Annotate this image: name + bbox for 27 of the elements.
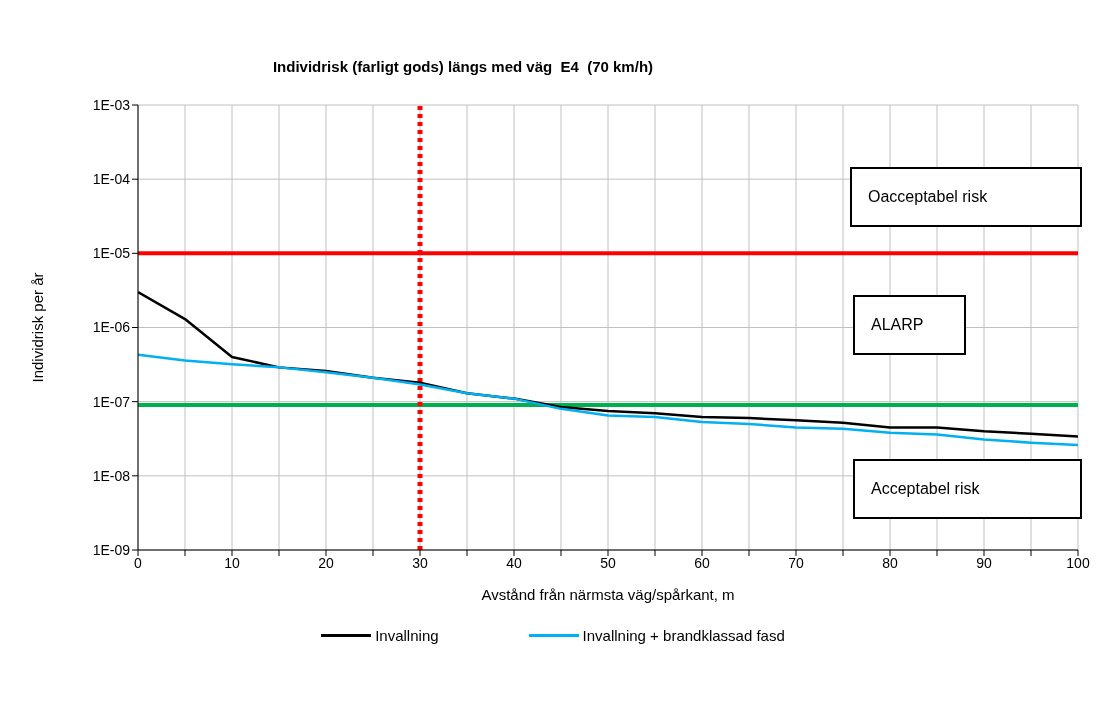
- x-tick-label: 0: [134, 554, 143, 571]
- y-axis-title: Individrisk per år: [29, 272, 47, 383]
- y-tick-label: 1E-07: [92, 393, 131, 410]
- legend-label: Invallning + brandklassad fasd: [582, 627, 785, 644]
- legend-label: Invallning: [375, 627, 439, 644]
- y-tick-label: 1E-03: [92, 96, 131, 113]
- x-tick-label: 100: [1066, 554, 1090, 571]
- y-tick-label: 1E-06: [92, 319, 131, 336]
- chart-title: Individrisk (farligt gods) längs med väg E4 (70 km/h): [271, 58, 655, 75]
- text-box: Oacceptabel risk: [850, 167, 1082, 227]
- x-tick-label: 80: [882, 554, 898, 571]
- x-tick-label: 90: [976, 554, 992, 571]
- x-tick-label: 50: [600, 554, 616, 571]
- x-axis-title: Avstånd från närmsta väg/spårkant, m: [481, 586, 735, 603]
- x-tick-label: 10: [224, 554, 240, 571]
- text-box: Acceptabel risk: [853, 459, 1082, 519]
- x-tick-label: 40: [506, 554, 522, 571]
- y-tick-label: 1E-04: [92, 171, 131, 188]
- line-series: [138, 353, 1078, 447]
- y-tick-label: 1E-05: [92, 245, 131, 262]
- x-tick-label: 30: [412, 554, 428, 571]
- y-tick-label: 1E-08: [92, 467, 131, 484]
- x-tick-label: 20: [318, 554, 334, 571]
- x-tick-label: 70: [788, 554, 804, 571]
- x-tick-label: 60: [694, 554, 710, 571]
- text-box: ALARP: [853, 295, 966, 355]
- y-tick-label: 1E-09: [92, 541, 131, 558]
